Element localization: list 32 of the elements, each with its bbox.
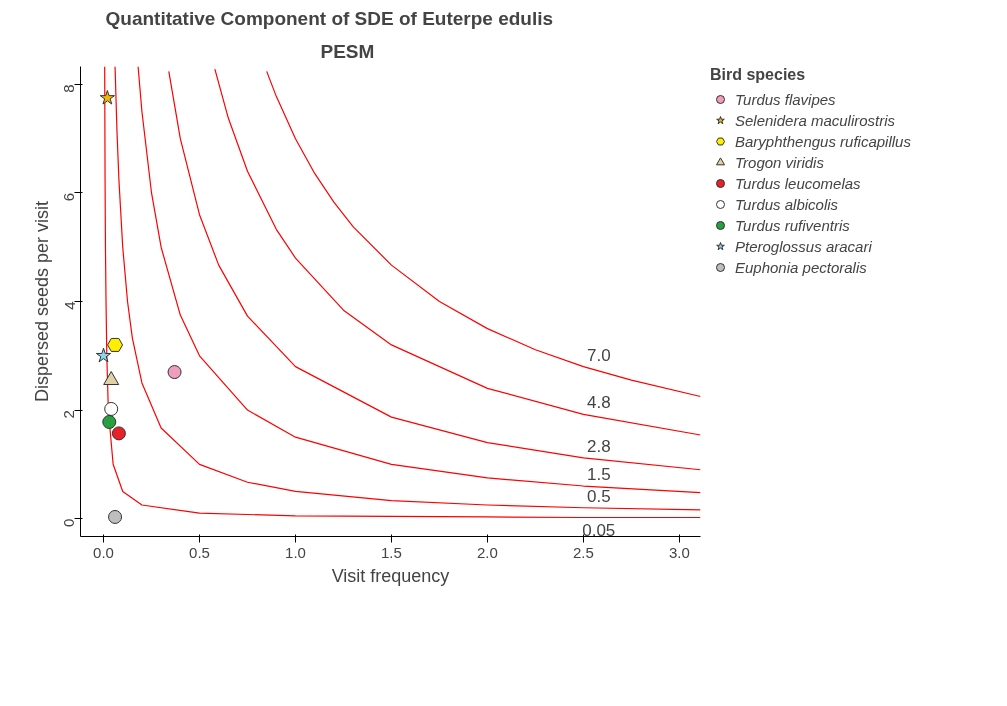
y-tick-label: 6 xyxy=(60,192,78,202)
series-label: 1.5 xyxy=(586,465,611,485)
series-label: 7.0 xyxy=(586,345,611,365)
x-tick-label: 2.5 xyxy=(572,543,594,561)
y-tick-label: 2 xyxy=(60,410,78,419)
legend-title: Bird species xyxy=(710,66,807,84)
legend-label: Turdus albicolis xyxy=(735,195,839,213)
legend-label: Turdus flavipes xyxy=(735,90,836,108)
legend-label: Turdus rufiventris xyxy=(735,216,850,234)
legend-label: Selenidera maculirostris xyxy=(735,111,896,129)
y-tick-label: 8 xyxy=(60,84,78,93)
x-tick-label: 0.5 xyxy=(189,543,210,561)
legend-label: Euphonia pectoralis xyxy=(735,258,867,276)
x-tick-label: 0.0 xyxy=(93,543,114,561)
y-tick-label: 4 xyxy=(60,301,78,310)
x-axis-title: Visit frequency xyxy=(331,565,450,586)
legend-label: Pteroglossus aracari xyxy=(735,237,872,255)
x-tick-label: 1.5 xyxy=(381,543,402,561)
x-tick-label: 2.0 xyxy=(477,543,498,561)
x-tick-label: 1.0 xyxy=(285,543,306,561)
series-label: 2.8 xyxy=(586,436,611,456)
series-label: 4.8 xyxy=(586,393,611,413)
y-axis-title: Dispersed seeds per visit xyxy=(31,200,52,403)
legend-label: Trogon viridis xyxy=(735,153,824,171)
chart-title: Quantitative Component of SDE of Euterpe edulis xyxy=(105,7,554,29)
legend-label: Baryphthengus ruficapillus xyxy=(735,132,911,150)
series-label: 0.5 xyxy=(586,486,611,506)
series-label: 0.05 xyxy=(582,520,616,540)
legend-label: Turdus leucomelas xyxy=(735,174,861,192)
y-tick-label: 0 xyxy=(60,518,78,527)
chart-subtitle: PESM xyxy=(320,40,375,62)
x-tick-label: 3.0 xyxy=(668,543,690,561)
